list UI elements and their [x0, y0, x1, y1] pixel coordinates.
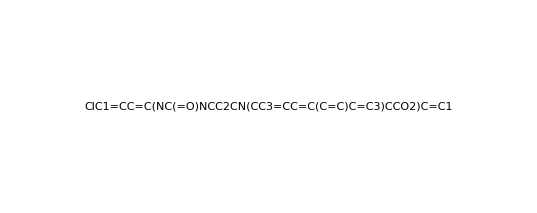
Text: ClC1=CC=C(NC(=O)NCC2CN(CC3=CC=C(C=C)C=C3)CCO2)C=C1: ClC1=CC=C(NC(=O)NCC2CN(CC3=CC=C(C=C)C=C3…: [84, 102, 453, 111]
